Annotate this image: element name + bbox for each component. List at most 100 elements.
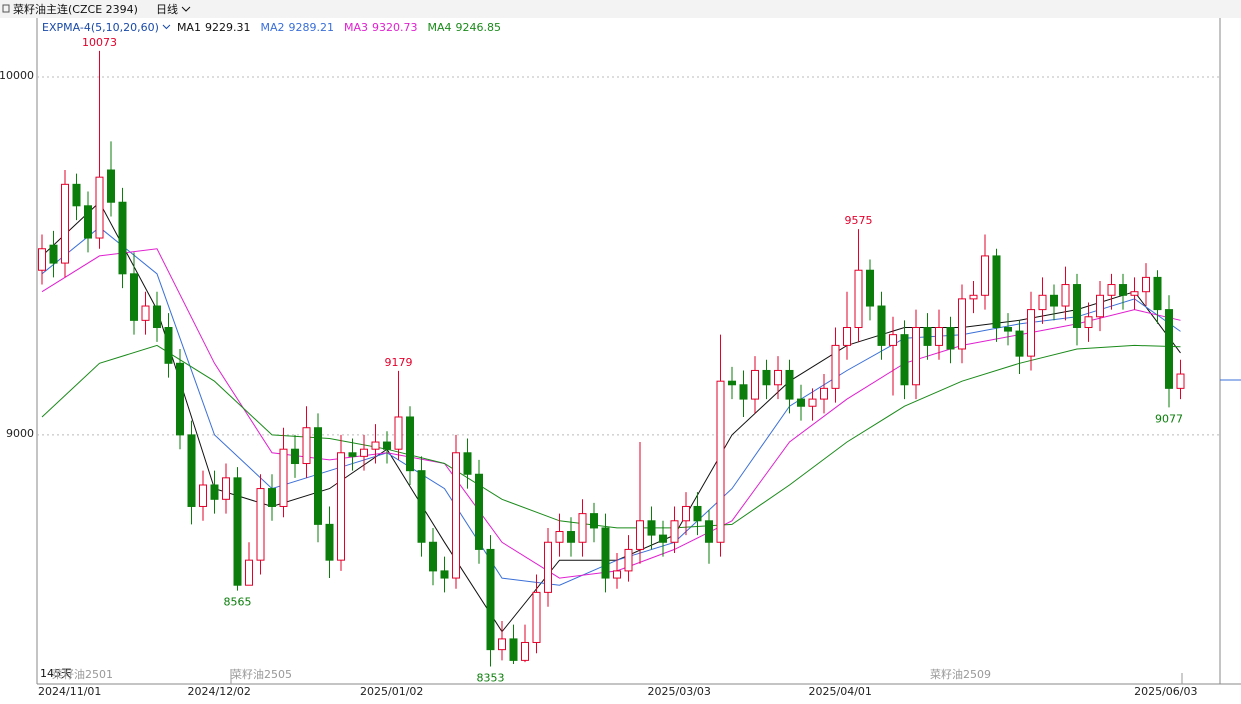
extreme-label: 9179 (385, 356, 413, 369)
candle-body (843, 327, 851, 346)
candle-body (1176, 373, 1185, 389)
legend-name: MA4 (427, 21, 451, 34)
header-bar (0, 0, 1241, 18)
candle-body (912, 327, 920, 386)
indicator-name[interactable]: EXPMA-4(5,10,20,60) (42, 21, 159, 34)
candle-body (1130, 291, 1139, 296)
candle-body (521, 641, 529, 661)
indicator-lines (41, 201, 1181, 633)
candle-body (107, 169, 115, 203)
x-tick-label: 2024/12/02 (188, 685, 251, 698)
candle-body (820, 387, 828, 400)
x-tick-label: 2025/04/01 (809, 685, 872, 698)
candle-body (636, 520, 644, 550)
candle-body (268, 488, 276, 507)
candle-body (728, 380, 736, 386)
symbol-title: 菜籽油主连(CZCE 2394) (13, 2, 138, 16)
candle-body (222, 477, 230, 500)
candle-body (199, 484, 207, 507)
indicator-line (41, 248, 1181, 579)
candle-body (797, 398, 805, 407)
candle-body (38, 248, 46, 271)
candle-body (1119, 284, 1127, 296)
candle-body (532, 591, 541, 643)
candle-body (291, 448, 299, 465)
period-selector[interactable]: 日线 (156, 2, 178, 16)
candle-body (946, 327, 955, 350)
candle-body (72, 183, 81, 207)
candle-body (130, 273, 138, 321)
extreme-label: 8565 (224, 596, 252, 609)
candle-body (486, 548, 495, 651)
candle-body (498, 638, 506, 651)
candle-body (256, 488, 265, 561)
candle-body (774, 369, 782, 386)
candle-body (555, 531, 564, 543)
candle-body (866, 269, 874, 307)
x-tick-label: 2025/06/03 (1134, 685, 1197, 698)
candle-body (992, 255, 1001, 329)
candle-body (1015, 330, 1024, 357)
extreme-label: 9575 (845, 214, 873, 227)
candle-body (785, 369, 794, 400)
indicator-line (41, 201, 1181, 633)
candle-body (1165, 309, 1173, 389)
legend-value: 9229.31 (205, 21, 251, 34)
candle-body (348, 452, 357, 457)
candle-body (1142, 276, 1150, 293)
candle-body (958, 298, 966, 350)
y-tick-label: 10000 (0, 69, 34, 82)
candle-body (153, 305, 161, 329)
candle-body (164, 327, 173, 364)
candle-body (475, 473, 483, 550)
candle-body (544, 541, 552, 593)
y-tick-label: 9000 (6, 427, 34, 440)
legend-name: MA1 (177, 21, 201, 34)
candle-body (624, 548, 633, 572)
legend-value: 9320.73 (372, 21, 418, 34)
candle-body (394, 416, 403, 450)
candle-body (302, 427, 311, 465)
candle-body (1096, 294, 1104, 318)
contract-label: 菜籽油2509 (930, 667, 991, 681)
candle-body (670, 520, 679, 543)
candle-body (314, 427, 322, 525)
candle-body (463, 452, 472, 475)
candle-body (1084, 316, 1093, 329)
candle-body (739, 384, 748, 400)
candle-body (210, 484, 219, 500)
contract-label: 菜籽油2501 (52, 667, 113, 681)
candle-body (854, 269, 863, 329)
candle-body (1050, 294, 1058, 307)
candle-body (337, 452, 345, 561)
candle-body (187, 434, 196, 507)
candle-body (1004, 327, 1012, 332)
candle-body (1153, 276, 1162, 311)
candle-body (509, 638, 518, 661)
candle-body (371, 441, 380, 450)
candle-body (429, 541, 437, 572)
extreme-label: 9077 (1155, 412, 1183, 425)
contract-label: 菜籽油2505 (231, 667, 292, 681)
candle-body (406, 416, 414, 472)
candle-body (889, 334, 897, 346)
candle-body (1061, 284, 1070, 307)
extreme-label: 10073 (82, 36, 117, 49)
candle-body (61, 183, 69, 264)
period-label: 145天 (40, 667, 72, 680)
candle-body (693, 505, 702, 522)
candle-body (1107, 284, 1116, 296)
candle-body (590, 513, 598, 529)
candle-body (900, 334, 909, 386)
candle-body (601, 527, 610, 579)
candle-body (705, 520, 713, 543)
candle-body (716, 380, 725, 543)
candle-body (49, 244, 58, 264)
legend-name: MA3 (344, 21, 368, 34)
period-caret[interactable] (181, 6, 191, 12)
candle-body (95, 176, 104, 239)
candle-body (118, 201, 127, 275)
candle-body (647, 520, 656, 536)
candle-body (969, 294, 978, 300)
candle-body (751, 369, 759, 400)
